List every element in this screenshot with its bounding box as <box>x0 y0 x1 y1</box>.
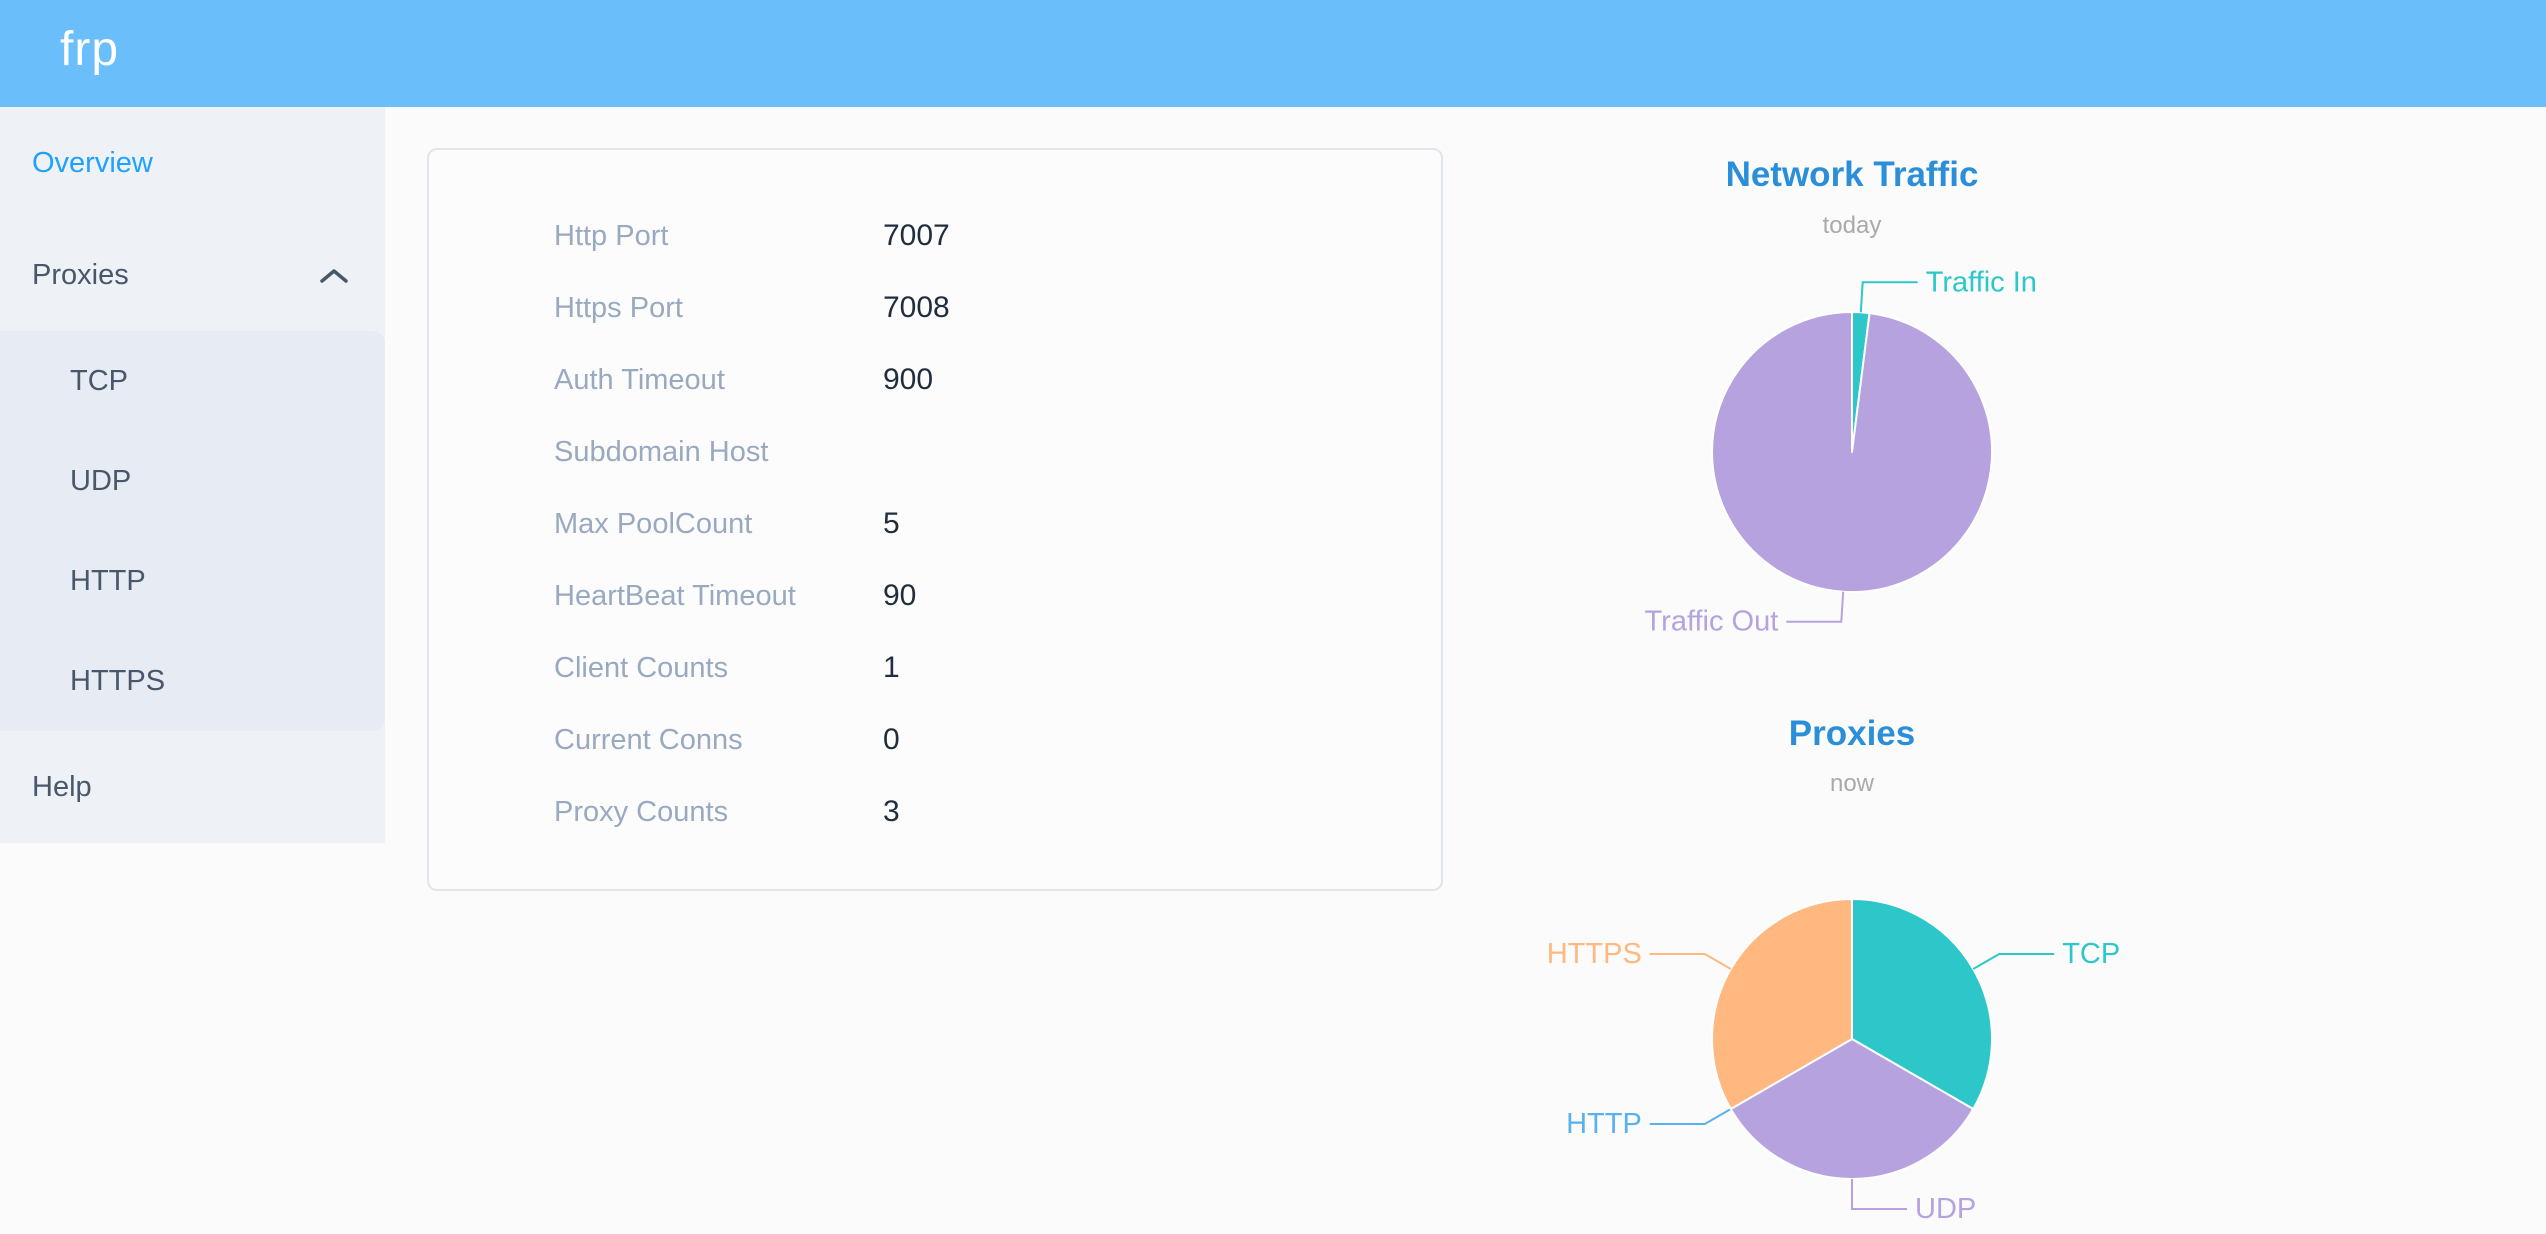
pie-leader-tcp <box>1972 953 2055 970</box>
row-value: 7007 <box>883 219 950 252</box>
table-row: Https Port 7008 <box>429 272 1441 344</box>
table-row: Subdomain Host <box>429 416 1441 488</box>
pie-label-http: HTTP <box>1566 1108 1642 1140</box>
pie-slice-traffic-out[interactable] <box>1711 311 1993 593</box>
table-row: HeartBeat Timeout 90 <box>429 560 1441 632</box>
row-label: Client Counts <box>554 651 729 684</box>
row-value: 3 <box>883 795 900 828</box>
pie-label-tcp: TCP <box>2062 938 2120 970</box>
row-value: 900 <box>883 363 934 396</box>
sidebar-item-proxies[interactable]: Proxies <box>0 219 385 331</box>
pie-slice-udp[interactable] <box>1729 1038 1975 1180</box>
sidebar-item-http-label: HTTP <box>70 565 146 597</box>
header-bar: frp <box>0 0 2546 107</box>
row-label: Https Port <box>554 291 683 324</box>
row-label: Max PoolCount <box>554 507 753 540</box>
row-label: HeartBeat Timeout <box>554 579 796 612</box>
sidebar-item-help-label: Help <box>32 771 92 803</box>
table-row: Auth Timeout 900 <box>429 344 1441 416</box>
table-row: Max PoolCount 5 <box>429 488 1441 560</box>
table-row: Current Conns 0 <box>429 704 1441 776</box>
row-value: 5 <box>883 507 900 540</box>
sidebar-item-proxies-label: Proxies <box>32 259 129 291</box>
row-label: Current Conns <box>554 723 743 756</box>
row-label: Proxy Counts <box>554 795 729 828</box>
row-value: 90 <box>883 579 917 612</box>
pie-label-traffic-in: Traffic In <box>1926 266 2037 298</box>
pie-label-https: HTTPS <box>1547 938 1642 970</box>
proxies-pie-chart: TCP UDP HTTP HTTPS <box>1547 898 2120 1225</box>
sidebar-item-help[interactable]: Help <box>0 731 385 843</box>
network-traffic-chart-subtitle: today <box>1822 212 1882 239</box>
pie-label-udp: UDP <box>1915 1193 1976 1225</box>
row-label: Http Port <box>554 219 669 252</box>
pie-leader-udp <box>1851 1179 1907 1210</box>
pie-leader-https <box>1649 953 1732 970</box>
pie-leader-traffic-out <box>1786 591 1845 623</box>
sidebar: Overview Proxies TCP UDP HTTP HTTPS Help <box>0 107 385 843</box>
sidebar-item-overview-label: Overview <box>32 147 153 179</box>
row-value: 1 <box>883 651 900 684</box>
sidebar-item-http[interactable]: HTTP <box>0 531 385 631</box>
sidebar-item-tcp[interactable]: TCP <box>0 331 385 431</box>
row-label: Subdomain Host <box>554 435 769 468</box>
table-row: Client Counts 1 <box>429 632 1441 704</box>
row-value: 0 <box>883 723 900 756</box>
proxies-chart-subtitle: now <box>1829 770 1875 797</box>
sidebar-item-udp[interactable]: UDP <box>0 431 385 531</box>
chevron-up-icon <box>320 269 348 283</box>
frp-logo: frp <box>60 23 120 76</box>
row-value: 7008 <box>883 291 950 324</box>
sidebar-item-tcp-label: TCP <box>70 365 128 397</box>
proxies-chart-title: Proxies <box>1788 714 1916 753</box>
table-row: Http Port 7007 <box>429 200 1441 272</box>
server-info-panel: Http Port 7007 Https Port 7008 Auth Timeou… <box>427 148 1443 891</box>
sidebar-item-udp-label: UDP <box>70 465 132 497</box>
pie-leader-traffic-in <box>1859 281 1918 313</box>
sidebar-item-https-label: HTTPS <box>70 665 166 697</box>
sidebar-item-overview[interactable]: Overview <box>0 107 385 219</box>
proxies-submenu: TCP UDP HTTP HTTPS <box>0 331 385 731</box>
sidebar-item-https[interactable]: HTTPS <box>0 631 385 731</box>
table-row: Proxy Counts 3 <box>429 776 1441 848</box>
row-label: Auth Timeout <box>554 363 725 396</box>
network-traffic-pie-chart: Traffic In Traffic Out <box>1645 266 2037 638</box>
pie-leader-http <box>1649 1108 1732 1125</box>
pie-label-traffic-out: Traffic Out <box>1645 606 1779 638</box>
network-traffic-chart-title: Network Traffic <box>1725 155 1979 194</box>
